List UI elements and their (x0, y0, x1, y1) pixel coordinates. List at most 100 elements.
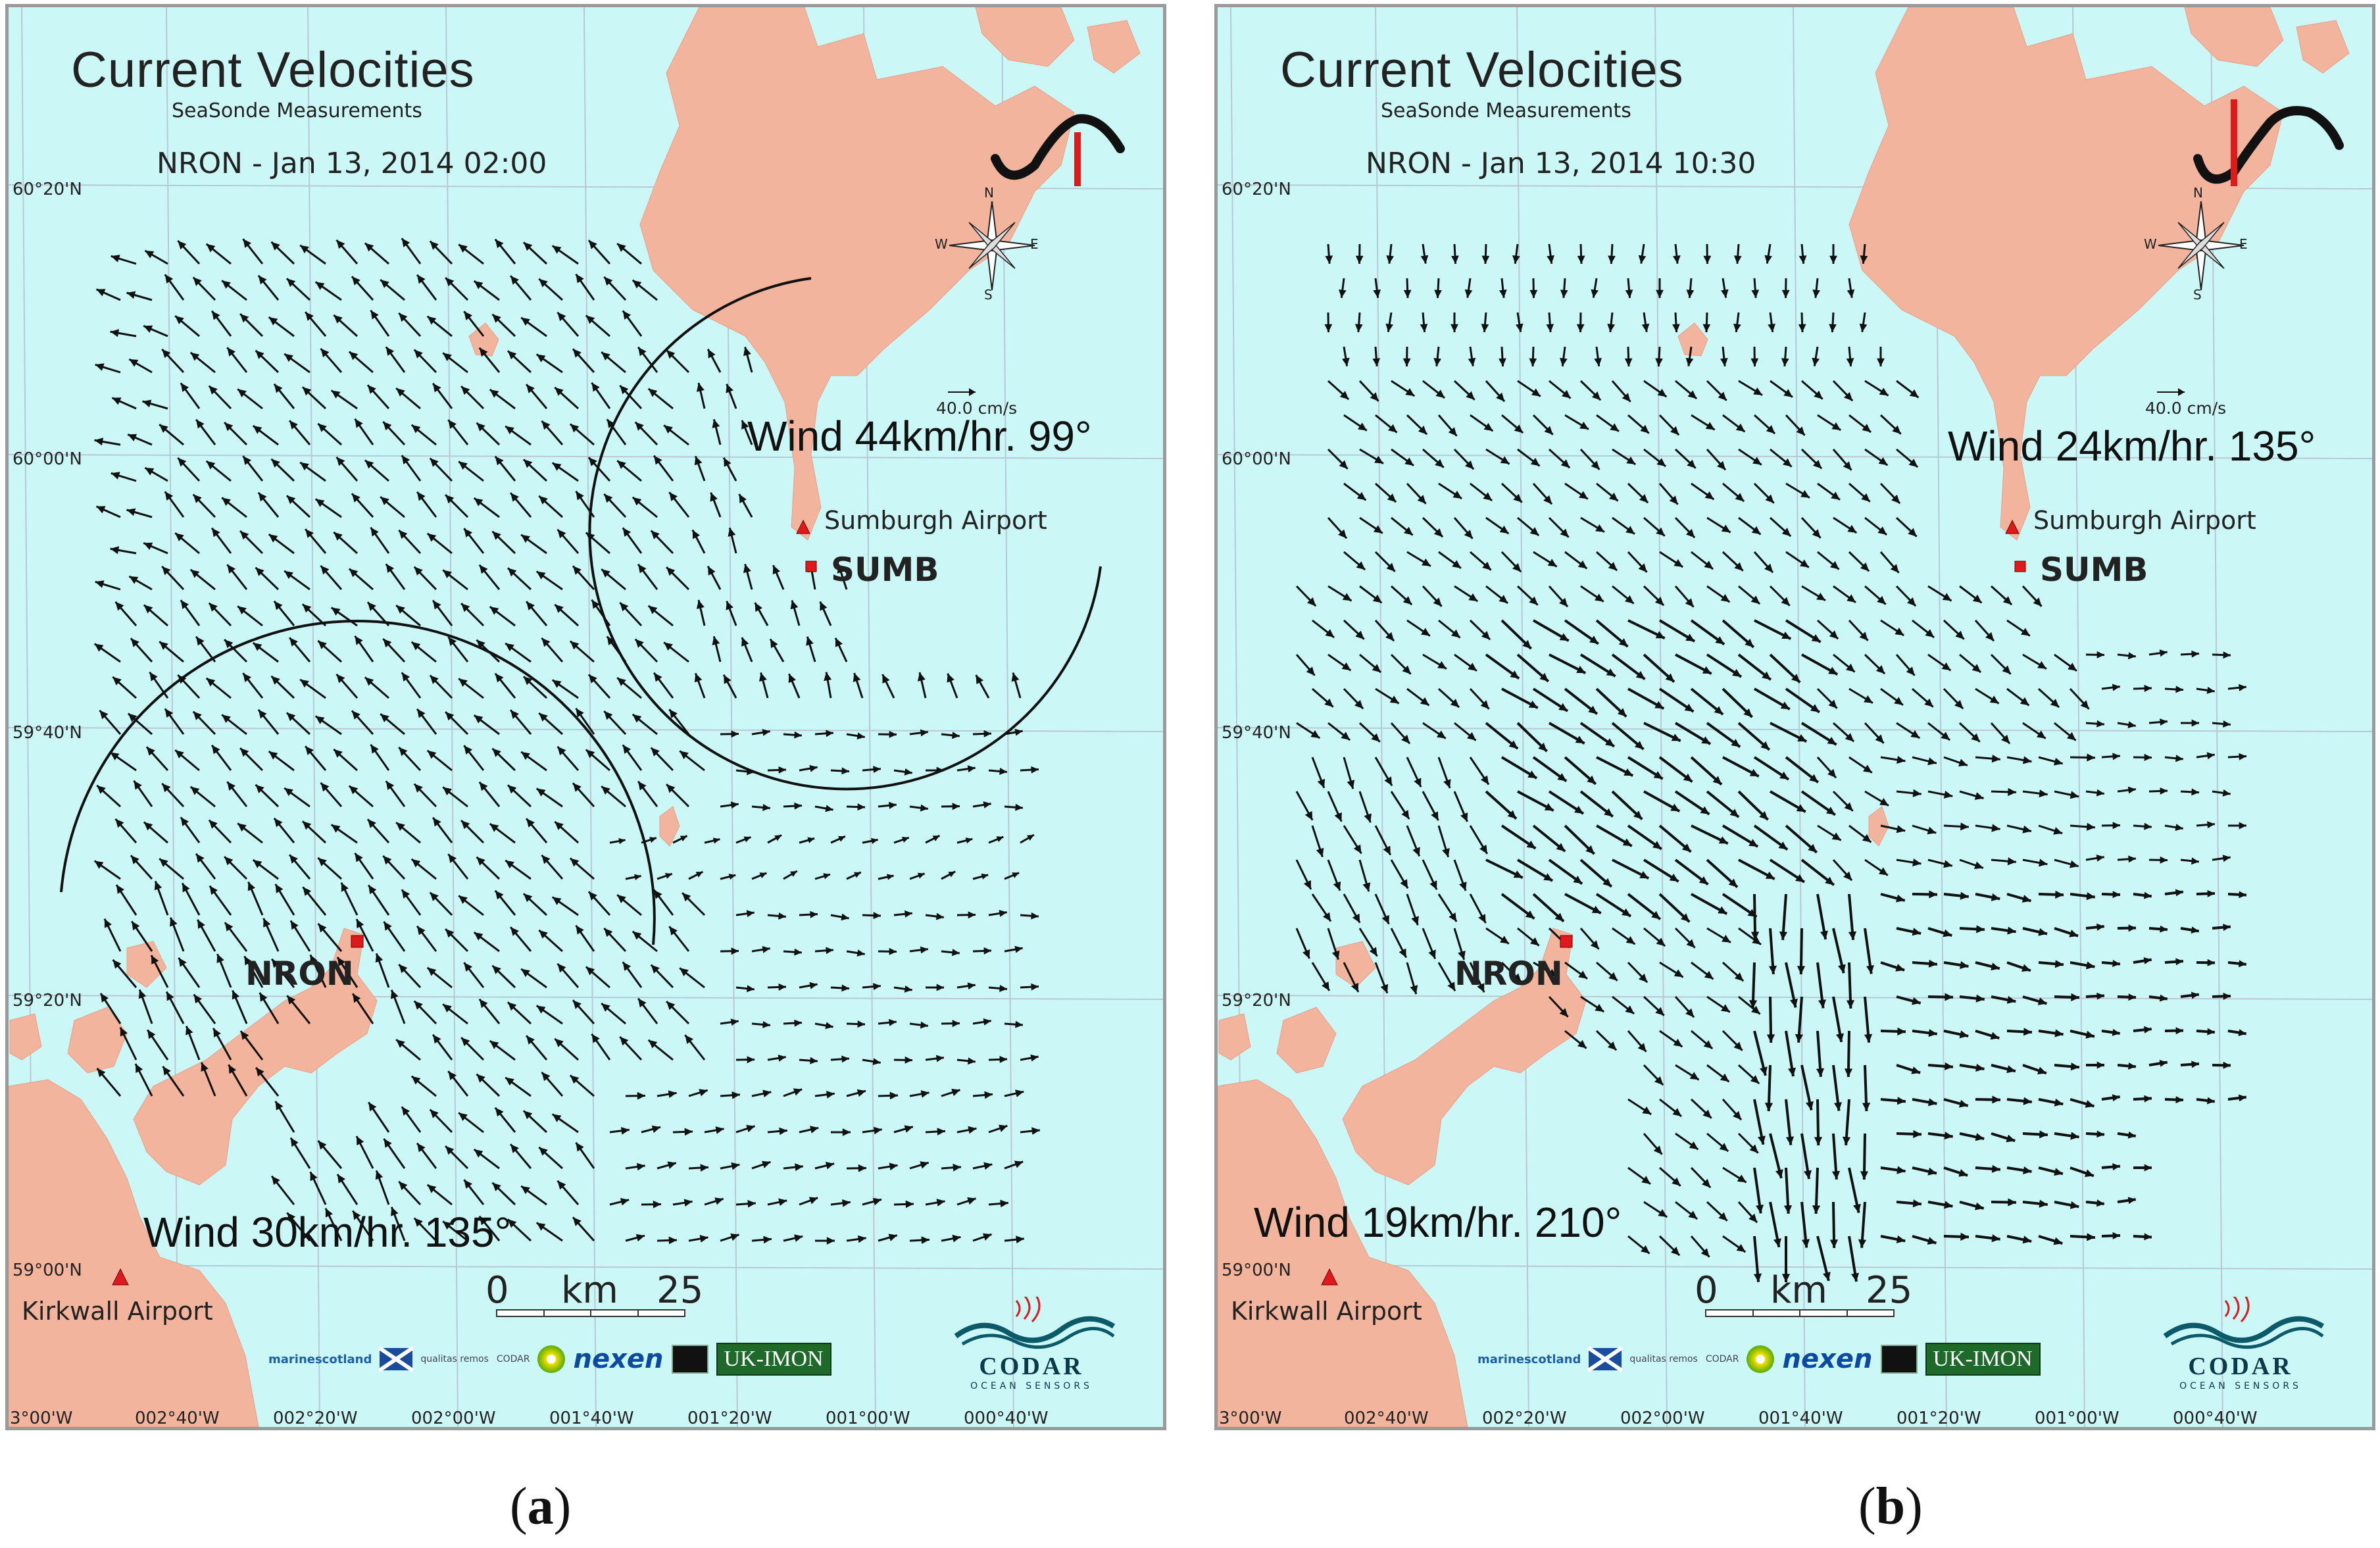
current-vector-head (1325, 629, 1335, 637)
current-vector-head (334, 532, 343, 541)
current-vector-head (209, 386, 218, 395)
current-vector-head (2128, 855, 2136, 863)
station-markers (112, 519, 817, 1286)
current-vector-head (1906, 666, 1915, 676)
current-vector-head (391, 989, 399, 999)
current-vector-head (1758, 1136, 1766, 1145)
current-vector-head (2039, 859, 2048, 867)
current-vector-head (680, 836, 687, 841)
current-vector-head (591, 599, 600, 609)
current-vector-head (1700, 806, 1710, 814)
current-vector-head (1011, 672, 1020, 682)
current-vector-head (302, 604, 312, 613)
current-vector-head (1731, 739, 1741, 747)
current-vector-head (1733, 324, 1741, 332)
current-vector-head (175, 316, 184, 324)
current-vector-head (1719, 1143, 1729, 1151)
current-vector-head (2191, 991, 2199, 999)
current-vector-head (1729, 809, 1739, 817)
current-vector-head (162, 1066, 171, 1076)
current-vector-head (2053, 1237, 2063, 1245)
current-vector-head (380, 280, 389, 288)
current-vector-head (364, 677, 374, 686)
current-vector-head (1943, 790, 1953, 799)
current-vector-head (1847, 524, 1857, 533)
current-vector-head (2070, 860, 2079, 868)
current-vector-head (952, 1020, 960, 1028)
current-vector-head (1015, 803, 1023, 811)
current-vector-head (1971, 733, 1980, 742)
codar-name: CODAR (979, 1353, 1084, 1380)
current-vector-head (2112, 1163, 2120, 1170)
current-vector-head (159, 859, 168, 867)
current-vector-head (712, 419, 720, 428)
current-vector-head (1733, 255, 1742, 264)
current-vector-head (459, 895, 468, 904)
current-vector-head (1030, 1054, 1039, 1062)
current-vector-head (835, 637, 843, 647)
current-vector-head (1928, 959, 1937, 968)
current-vector-head (1031, 766, 1039, 774)
current-vector-head (401, 1107, 410, 1116)
current-vector-head (2239, 684, 2246, 691)
current-vector-head (461, 386, 470, 395)
current-vector-head (1404, 526, 1413, 536)
current-vector-head (1702, 1109, 1712, 1118)
current-vector-head (287, 1212, 296, 1222)
current-vector-head (1816, 1068, 1825, 1077)
current-vector-head (1622, 908, 1631, 916)
land-polygon (9, 1013, 42, 1061)
current-vector-head (1796, 426, 1805, 436)
codar-waves-icon (2163, 1289, 2325, 1349)
current-vector-head (1721, 289, 1729, 298)
current-vector-head (355, 418, 363, 428)
current-vector-head (401, 889, 410, 899)
current-vector-head (274, 818, 283, 828)
current-vector-head (1354, 699, 1364, 709)
current-vector-head (253, 860, 262, 868)
current-vector-head (905, 1056, 912, 1064)
current-vector-head (2128, 924, 2136, 932)
current-vector-head (445, 278, 455, 287)
current-vector-head (1862, 834, 1872, 843)
current-vector-head (1720, 593, 1730, 603)
current-vector-head (1554, 912, 1564, 922)
current-vector-head (178, 457, 187, 467)
current-vector-head (1685, 634, 1695, 641)
current-vector-head (1825, 876, 1834, 886)
current-vector-head (841, 767, 849, 775)
current-vector-head (1941, 662, 1951, 671)
current-vector-head (747, 1056, 755, 1064)
current-vector-head (539, 495, 548, 505)
current-vector-head (1781, 632, 1791, 639)
current-vector-head (224, 639, 234, 649)
current-vector-head (1356, 561, 1366, 570)
current-vector-head (2127, 786, 2136, 794)
land-polygon (639, 7, 1075, 541)
current-vector-head (1000, 1199, 1008, 1208)
current-vector-head (430, 1109, 439, 1118)
current-vector-head (1333, 881, 1341, 891)
current-vector-head (1791, 674, 1800, 683)
current-vector-head (1911, 1066, 1921, 1074)
meridian-line (1793, 7, 1806, 1427)
current-vector-head (1721, 524, 1731, 533)
current-vector-head (271, 241, 280, 251)
current-vector-head (364, 243, 374, 252)
current-vector-head (666, 350, 676, 359)
current-vector-head (2222, 789, 2231, 797)
current-vector-head (193, 711, 202, 720)
current-vector-head (983, 1018, 991, 1026)
current-vector-head (1481, 324, 1489, 332)
current-vector-head (300, 462, 309, 471)
current-vector-head (759, 672, 767, 682)
current-vector-head (747, 1199, 756, 1208)
current-vector-head (651, 1125, 660, 1134)
current-vector-head (178, 957, 187, 967)
current-vector-head (1435, 459, 1444, 468)
current-vector-head (459, 244, 468, 253)
current-vector-head (1681, 843, 1691, 852)
meridian-line (1516, 7, 1529, 1427)
current-vector-head (634, 874, 641, 880)
current-vector-head (190, 352, 200, 361)
